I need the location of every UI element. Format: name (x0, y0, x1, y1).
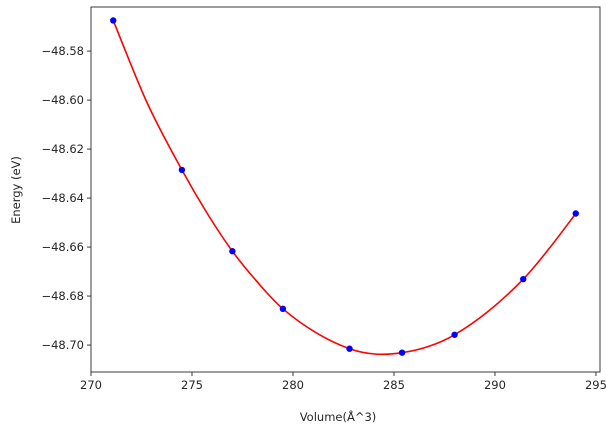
data-point (178, 166, 186, 174)
x-tick-label: 295 (585, 378, 606, 392)
data-point (346, 345, 353, 352)
x-tick-label: 280 (282, 378, 304, 392)
data-point (229, 248, 236, 255)
y-tick-label: −48.68 (41, 289, 84, 303)
x-axis-label: Volume(Å^3) (300, 409, 377, 424)
data-point (451, 331, 458, 338)
y-tick-label: −48.62 (41, 142, 84, 156)
data-point (279, 305, 287, 312)
x-axis: 270 275 280 285 290 295 (80, 372, 606, 392)
x-tick-label: 275 (181, 378, 203, 392)
y-axis-label: Energy (eV) (9, 156, 23, 224)
data-point (398, 349, 406, 356)
y-tick-label: −48.58 (41, 44, 84, 58)
y-axis: −48.70 −48.68 −48.66 −48.64 −48.62 −48.60 −48.… (41, 44, 91, 352)
plot-area (90, 6, 601, 373)
data-point (520, 275, 527, 283)
data-point (110, 17, 117, 24)
x-tick-label: 270 (80, 378, 102, 392)
x-tick-label: 285 (383, 378, 405, 392)
y-tick-label: −48.70 (41, 338, 84, 352)
fit-curve-line (112, 20, 577, 356)
y-tick-label: −48.60 (41, 93, 84, 107)
plot-frame (90, 6, 601, 373)
data-point (572, 210, 579, 217)
y-tick-label: −48.64 (41, 191, 84, 205)
y-tick-label: −48.66 (41, 240, 84, 254)
x-tick-label: 290 (484, 378, 506, 392)
